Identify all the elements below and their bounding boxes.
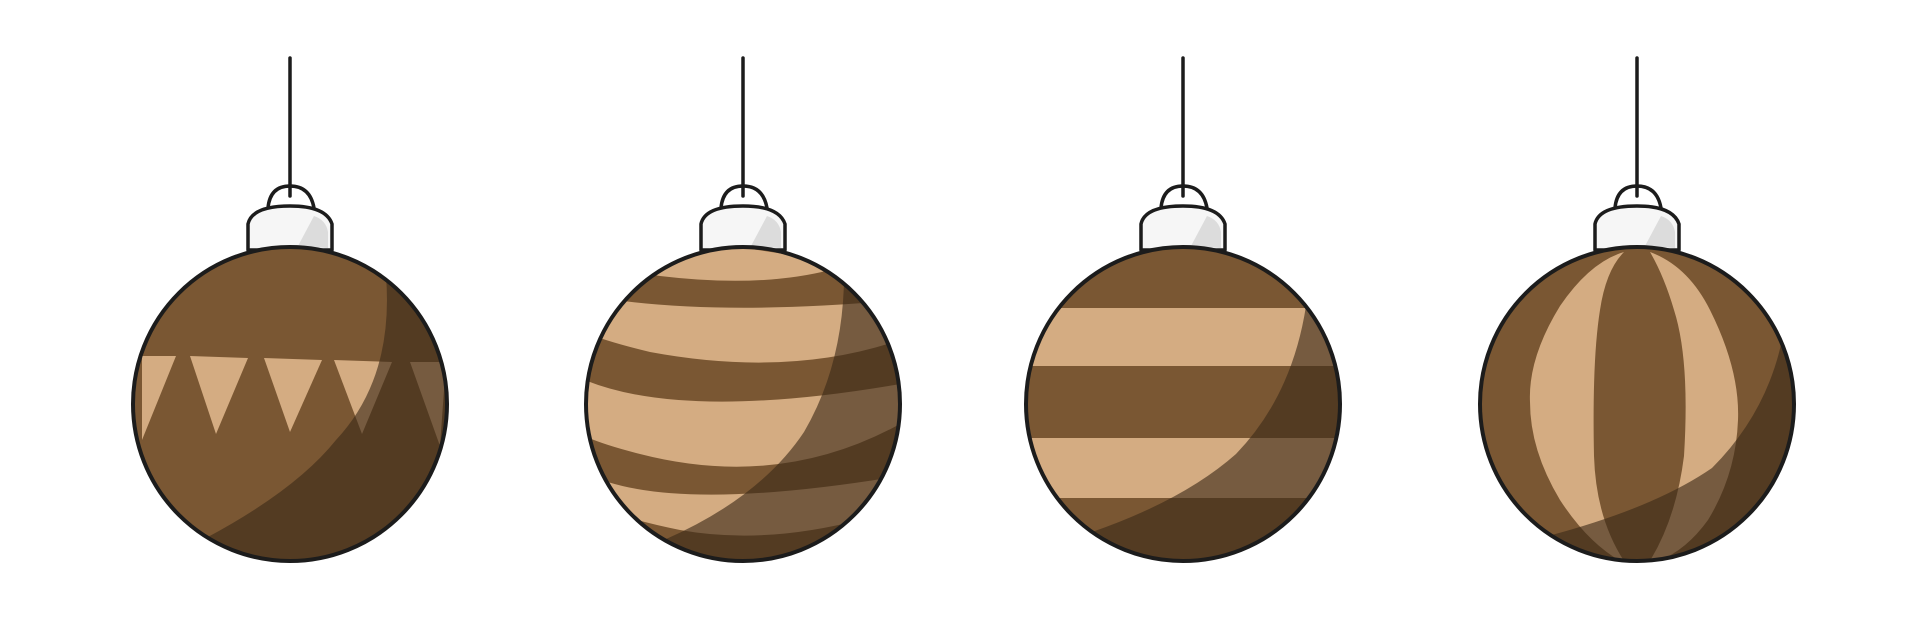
ornament-vertical-segments <box>1478 56 1796 563</box>
hanging-loop <box>266 184 316 210</box>
hanging-loop <box>1159 184 1209 210</box>
ball-outline <box>1024 245 1342 563</box>
ornament-pennant-bunting <box>131 56 449 563</box>
cap-highlight <box>751 216 781 248</box>
cap-highlight <box>1645 216 1675 248</box>
cap-highlight <box>1191 216 1221 248</box>
ball-outline <box>1478 245 1796 563</box>
ornament-horizontal-stripes <box>1024 56 1342 563</box>
hanging-loop <box>1613 184 1663 210</box>
ball-outline <box>131 245 449 563</box>
hanging-loop <box>719 184 769 210</box>
ornament-wavy-stripes <box>584 56 902 563</box>
ball-outline <box>584 245 902 563</box>
cap-highlight <box>298 216 328 248</box>
